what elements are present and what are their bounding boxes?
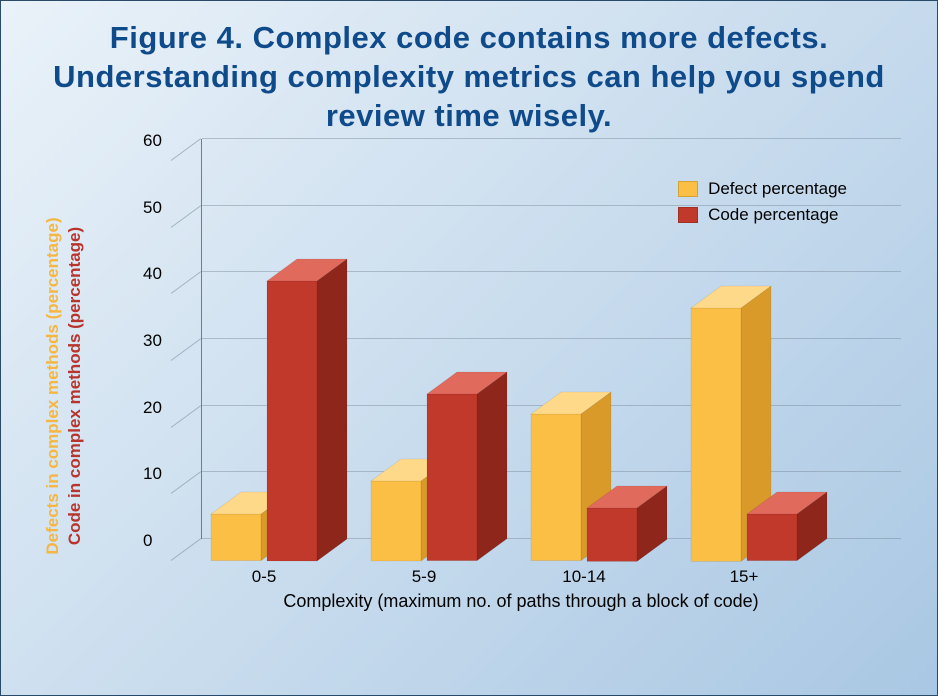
y-axis-label-code: Code in complex methods (percentage)	[65, 171, 85, 601]
y-tick: 60	[143, 131, 162, 151]
bar-code-percentage-10-14	[587, 486, 637, 561]
legend: Defect percentage Code percentage	[678, 179, 847, 231]
x-tick: 0-5	[252, 567, 277, 587]
legend-swatch-code	[678, 207, 698, 223]
y-tick: 50	[143, 198, 162, 218]
legend-label-defect: Defect percentage	[708, 179, 847, 199]
legend-label-code: Code percentage	[708, 205, 838, 225]
legend-swatch-defect	[678, 181, 698, 197]
y-axis-label-defect: Defects in complex methods (percentage)	[43, 171, 63, 601]
grid-line	[202, 138, 901, 139]
legend-item-defect: Defect percentage	[678, 179, 847, 199]
x-axis-label: Complexity (maximum no. of paths through…	[283, 591, 758, 612]
bar-defect-percentage-15+	[691, 286, 741, 561]
bar-code-percentage-0-5	[267, 259, 317, 561]
bar-code-percentage-5-9	[427, 372, 477, 561]
bar-defect-percentage-10-14	[531, 392, 581, 561]
chart-title: Figure 4. Complex code contains more def…	[1, 1, 937, 145]
plot-area: 0102030405060 Defect percentage Code per…	[171, 161, 871, 561]
y-tick: 10	[143, 464, 162, 484]
y-axis-labels: Defects in complex methods (percentage) …	[71, 161, 127, 591]
legend-item-code: Code percentage	[678, 205, 847, 225]
y-tick: 30	[143, 331, 162, 351]
x-tick: 5-9	[412, 567, 437, 587]
x-tick: 10-14	[562, 567, 605, 587]
bar-defect-percentage-0-5	[211, 492, 261, 561]
bar-code-percentage-15+	[747, 492, 797, 561]
y-tick: 20	[143, 398, 162, 418]
chart: Defects in complex methods (percentage) …	[71, 161, 891, 641]
x-tick: 15+	[730, 567, 759, 587]
bar-defect-percentage-5-9	[371, 459, 421, 561]
y-tick: 40	[143, 264, 162, 284]
y-tick: 0	[143, 531, 152, 551]
